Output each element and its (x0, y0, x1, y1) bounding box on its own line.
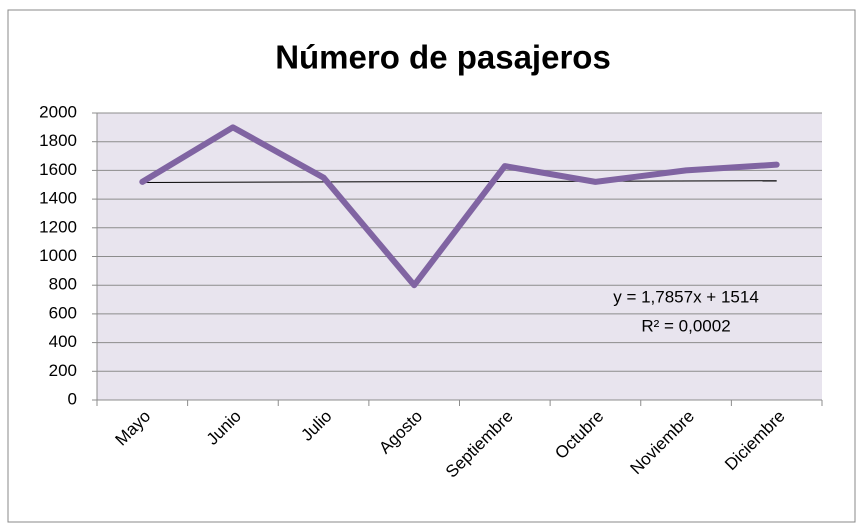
trendline-r2: R² = 0,0002 (641, 316, 730, 335)
series-line (139, 124, 780, 289)
y-tick-label: 1200 (39, 217, 77, 236)
y-tick-label: 2000 (39, 102, 77, 121)
y-tick-label: 800 (49, 275, 77, 294)
trendline-equation: y = 1,7857x + 1514 (613, 287, 759, 306)
y-tick-label: 600 (49, 303, 77, 322)
y-tick-label: 200 (49, 361, 77, 380)
y-tick-label: 1400 (39, 189, 77, 208)
y-tick-label: 0 (68, 389, 77, 408)
chart-title: Número de pasajeros (275, 39, 611, 76)
y-tick-label: 1600 (39, 160, 77, 179)
y-tick-label: 1800 (39, 131, 77, 150)
trendline (142, 180, 777, 183)
y-tick-label: 400 (49, 332, 77, 351)
y-tick-label: 1000 (39, 246, 77, 265)
